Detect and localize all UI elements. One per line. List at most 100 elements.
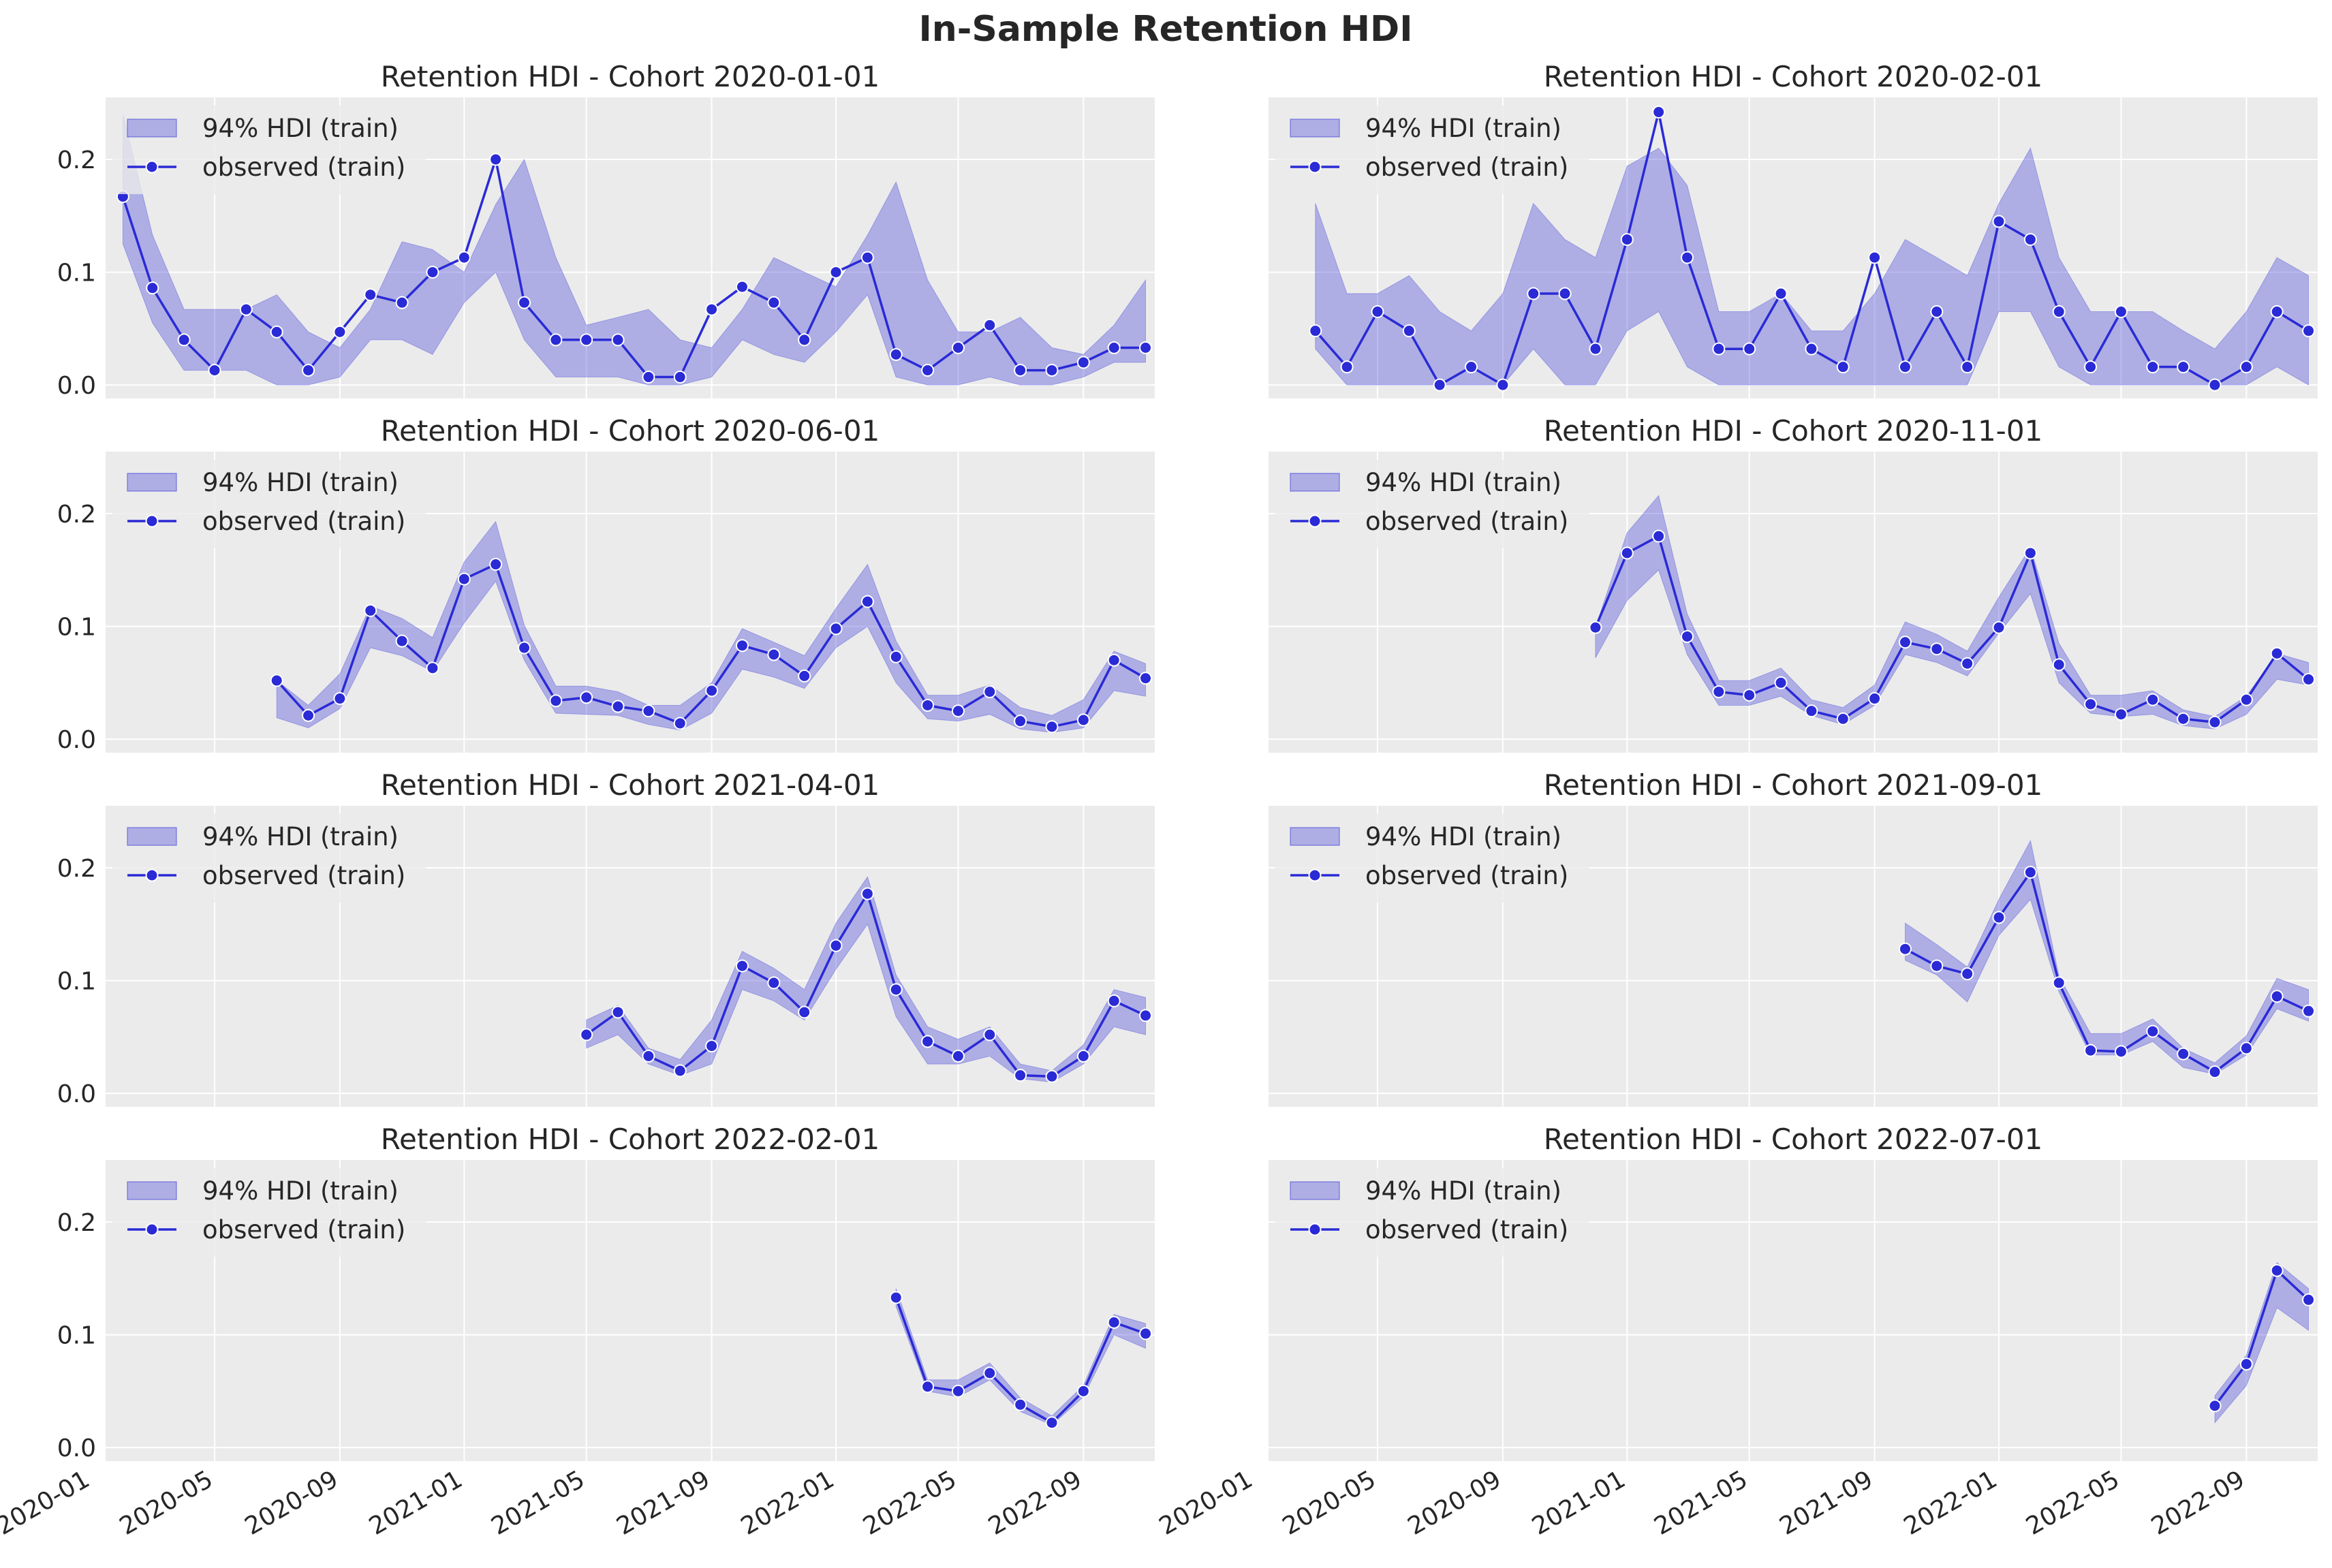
observed-point	[2023, 233, 2037, 247]
observed-point	[1589, 621, 1602, 634]
observed-point	[767, 976, 781, 990]
observed-point	[2270, 646, 2284, 660]
observed-point	[798, 333, 811, 347]
x-tick-label: 2020-01	[1155, 1465, 1258, 1541]
observed-point	[2208, 1065, 2222, 1079]
x-tick-label: 2020-05	[115, 1465, 218, 1541]
observed-point	[1805, 342, 1818, 356]
observed-point	[1836, 712, 1850, 725]
legend-box	[112, 460, 426, 548]
observed-point	[2052, 976, 2066, 990]
observed-point	[642, 704, 655, 718]
hdi-band	[1315, 147, 2309, 386]
legend-band-swatch	[127, 119, 177, 138]
subplot-title: Retention HDI - Cohort 2020-02-01	[1544, 60, 2043, 93]
observed-point	[2114, 1045, 2128, 1059]
legend-label-observed: observed (train)	[202, 153, 405, 182]
observed-point	[921, 1035, 935, 1048]
legend-label-hdi: 94% HDI (train)	[1365, 468, 1561, 497]
observed-point	[426, 661, 439, 675]
x-tick-label: 2020-01	[0, 1465, 95, 1541]
observed-point	[860, 595, 874, 608]
subplot-3: 0.0 0.1 0.2 Retention HDI - Cohort 2020-06-…	[57, 414, 1155, 754]
observed-point	[395, 634, 409, 648]
x-tick-label: 2020-09	[240, 1465, 343, 1541]
observed-point	[2084, 697, 2098, 711]
subplot-title: Retention HDI - Cohort 2022-07-01	[1544, 1123, 2043, 1156]
observed-point	[1961, 360, 1974, 374]
legend-label-hdi: 94% HDI (train)	[202, 822, 399, 851]
observed-point	[239, 302, 253, 316]
observed-point	[2084, 1044, 2098, 1057]
observed-point	[673, 1064, 687, 1078]
observed-point	[457, 572, 471, 586]
observed-point	[951, 1050, 965, 1063]
legend-marker-swatch	[1308, 514, 1322, 528]
observed-point	[983, 1028, 997, 1041]
observed-point	[673, 717, 687, 730]
subplot-title: Retention HDI - Cohort 2020-06-01	[381, 414, 880, 448]
observed-point	[208, 364, 221, 377]
observed-line	[121, 155, 1146, 379]
observed-point	[302, 364, 315, 377]
observed-point	[1045, 720, 1059, 734]
y-tick-label: 0.1	[57, 614, 96, 642]
observed-point	[1402, 324, 1416, 338]
observed-point	[1712, 685, 1726, 699]
observed-point	[889, 347, 903, 361]
legend-marker-swatch	[145, 160, 159, 174]
legend: 94% HDI (train) observed (train)	[1275, 814, 1589, 903]
observed-point	[580, 1028, 593, 1041]
observed-point	[1805, 704, 1818, 718]
observed-point	[1868, 251, 1882, 264]
observed-point	[1014, 715, 1027, 728]
x-tick-label: 2021-09	[1775, 1465, 1878, 1541]
observed-point	[1107, 1315, 1121, 1329]
observed-point	[611, 1005, 625, 1019]
observed-point	[767, 296, 781, 309]
observed-point	[580, 691, 593, 704]
observed-point	[1433, 378, 1446, 392]
legend-marker-swatch	[1308, 160, 1322, 174]
legend: 94% HDI (train) observed (train)	[1275, 106, 1589, 194]
legend-label-hdi: 94% HDI (train)	[202, 114, 399, 143]
observed-point	[921, 364, 935, 377]
observed-point	[518, 641, 531, 655]
observed-line	[1904, 869, 2310, 1073]
observed-point	[1371, 305, 1384, 319]
legend: 94% HDI (train) observed (train)	[1275, 460, 1589, 548]
observed-point	[798, 1005, 811, 1019]
observed-point	[2208, 378, 2222, 392]
hdi-band	[2214, 1261, 2309, 1424]
observed-point	[2084, 360, 2098, 374]
observed-point	[489, 558, 503, 571]
observed-point	[2146, 360, 2160, 374]
observed-point	[1076, 713, 1090, 727]
observed-point	[1340, 360, 1354, 374]
observed-point	[1558, 287, 1572, 300]
observed-point	[2177, 360, 2190, 374]
hdi-band	[586, 876, 1146, 1083]
observed-point	[2114, 305, 2128, 319]
legend-label-observed: observed (train)	[1365, 1215, 1568, 1244]
legend: 94% HDI (train) observed (train)	[1275, 1168, 1589, 1257]
legend-box	[112, 106, 426, 194]
observed-point	[889, 983, 903, 997]
legend-label-observed: observed (train)	[1365, 507, 1568, 536]
observed-point	[1107, 994, 1121, 1007]
legend-box	[112, 814, 426, 903]
observed-point	[1898, 636, 1912, 649]
legend: 94% HDI (train) observed (train)	[112, 460, 426, 548]
observed-point	[1076, 1050, 1090, 1063]
subplot-title: Retention HDI - Cohort 2021-09-01	[1544, 768, 2043, 802]
y-tick-label: 0.0	[57, 372, 96, 400]
observed-point	[426, 266, 439, 279]
legend-box	[112, 1168, 426, 1257]
observed-point	[1961, 967, 1974, 981]
observed-point	[2302, 672, 2316, 686]
observed-point	[2177, 712, 2190, 725]
subplot-8: 2020-01 2020-05 2020-09 2021-01 2021-05 2021-…	[1155, 1123, 2318, 1541]
observed-point	[364, 288, 377, 302]
